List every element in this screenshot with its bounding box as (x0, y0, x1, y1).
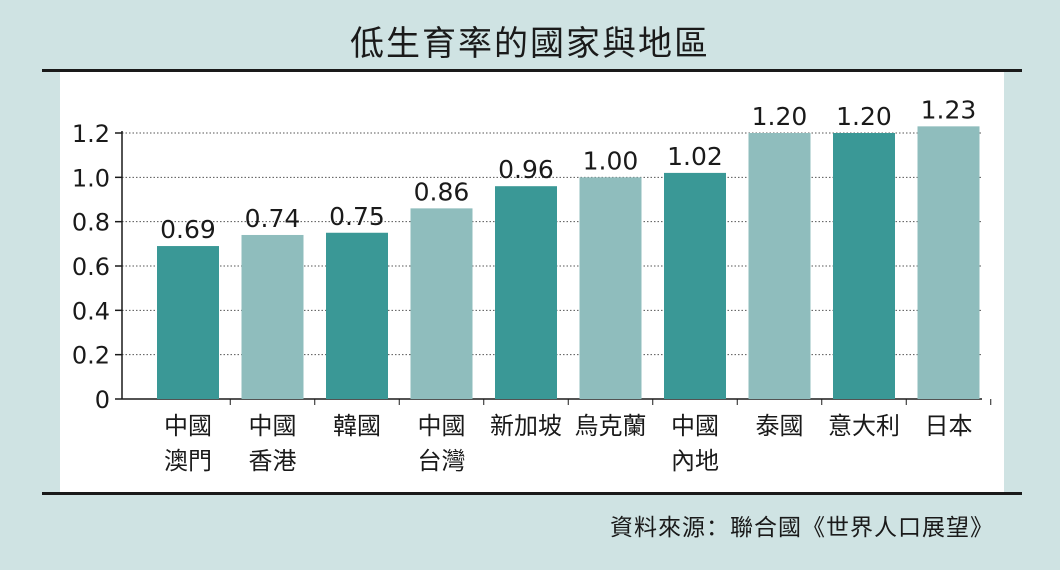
y-tick-label: 0.4 (72, 297, 110, 325)
y-tick-label: 1.0 (72, 164, 110, 192)
bar (326, 232, 388, 399)
x-tick-label: 中國 (164, 412, 212, 440)
data-label: 0.86 (414, 177, 470, 206)
x-tick-label: 韓國 (333, 412, 381, 440)
bar (157, 246, 219, 399)
bottom-rule (42, 492, 1022, 495)
data-label: 1.23 (921, 95, 977, 124)
x-tick-label: 日本 (925, 412, 973, 440)
y-tick-label: 0.2 (72, 342, 110, 370)
y-tick-label: 1.2 (72, 120, 110, 148)
x-tick-label: 台灣 (418, 447, 466, 475)
x-tick-label: 中國 (671, 412, 719, 440)
data-label: 1.20 (836, 102, 892, 131)
chart-title: 低生育率的國家與地區 (350, 24, 710, 64)
x-tick-label: 中國 (249, 412, 297, 440)
bars (157, 126, 980, 399)
bar (241, 234, 304, 399)
x-tick-label: 內地 (671, 447, 719, 475)
bar (664, 172, 726, 399)
x-tick-label: 中國 (418, 412, 466, 440)
x-tick-label: 新加坡 (490, 412, 562, 440)
data-label: 1.02 (667, 142, 723, 171)
top-rule (42, 69, 1022, 72)
x-tick-label: 烏克蘭 (575, 412, 647, 440)
x-tick-label: 香港 (249, 447, 297, 475)
data-label: 0.96 (498, 155, 554, 184)
x-tick-label: 意大利 (828, 412, 900, 440)
y-tick-label: 0 (95, 386, 110, 414)
data-label: 1.00 (583, 146, 639, 175)
x-tick-label: 泰國 (756, 412, 804, 440)
bar (917, 126, 980, 399)
y-tick-label: 0.8 (72, 209, 110, 237)
data-label: 0.69 (160, 215, 216, 244)
data-label: 0.75 (329, 202, 385, 231)
bar (410, 208, 473, 399)
data-label: 1.20 (752, 102, 808, 131)
x-tick-label: 澳門 (164, 447, 212, 475)
bar (495, 186, 557, 399)
bar (748, 133, 811, 399)
y-tick-label: 0.6 (72, 253, 110, 281)
data-label: 0.74 (245, 204, 301, 233)
bar (833, 133, 895, 399)
source-note: 資料來源：聯合國《世界人口展望》 (610, 515, 994, 541)
bar (579, 177, 642, 399)
